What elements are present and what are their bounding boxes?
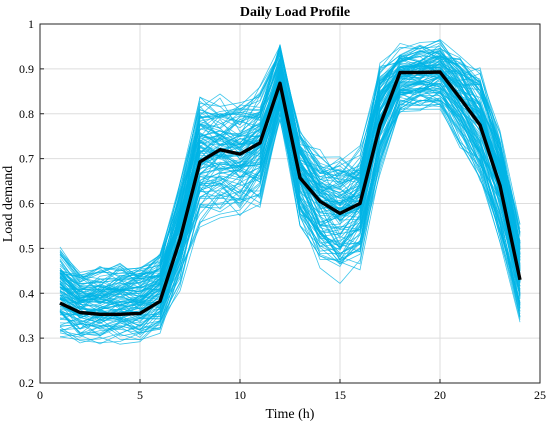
chart-title: Daily Load Profile [240, 5, 350, 20]
x-tick-label: 10 [234, 388, 246, 402]
scenario-lines [59, 39, 521, 345]
x-axis-ticks: 0 5 10 15 20 25 [37, 379, 546, 402]
y-tick-label: 0.2 [19, 376, 34, 390]
scenario-line [59, 62, 521, 292]
scenario-line [59, 51, 521, 281]
y-tick-label: 0.6 [19, 197, 34, 211]
scenario-line [59, 66, 521, 298]
x-tick-label: 20 [434, 388, 446, 402]
x-tick-label: 0 [37, 388, 43, 402]
y-tick-label: 0.4 [19, 286, 34, 300]
x-tick-label: 15 [334, 388, 346, 402]
y-tick-label: 0.9 [19, 62, 34, 76]
scenario-line [59, 92, 521, 330]
y-axis-ticks: 0.2 0.3 0.4 0.5 0.6 0.7 0.8 0.9 1 [19, 17, 44, 390]
x-tick-label: 5 [137, 388, 143, 402]
scenario-line [59, 92, 521, 336]
scenario-line [59, 91, 521, 321]
mean-load-line [59, 70, 522, 316]
y-axis-label: Load demand [1, 166, 16, 243]
y-tick-label: 0.3 [19, 331, 34, 345]
scenario-line [59, 50, 521, 287]
y-tick-label: 1 [28, 17, 34, 31]
scenario-line [59, 46, 521, 291]
y-tick-label: 0.7 [19, 152, 34, 166]
x-tick-label: 25 [534, 388, 546, 402]
y-tick-label: 0.8 [19, 107, 34, 121]
scenario-line [59, 80, 521, 316]
y-tick-label: 0.5 [19, 241, 34, 255]
x-axis-label: Time (h) [266, 407, 315, 422]
scenario-line [59, 103, 521, 345]
scenario-line [59, 49, 521, 293]
